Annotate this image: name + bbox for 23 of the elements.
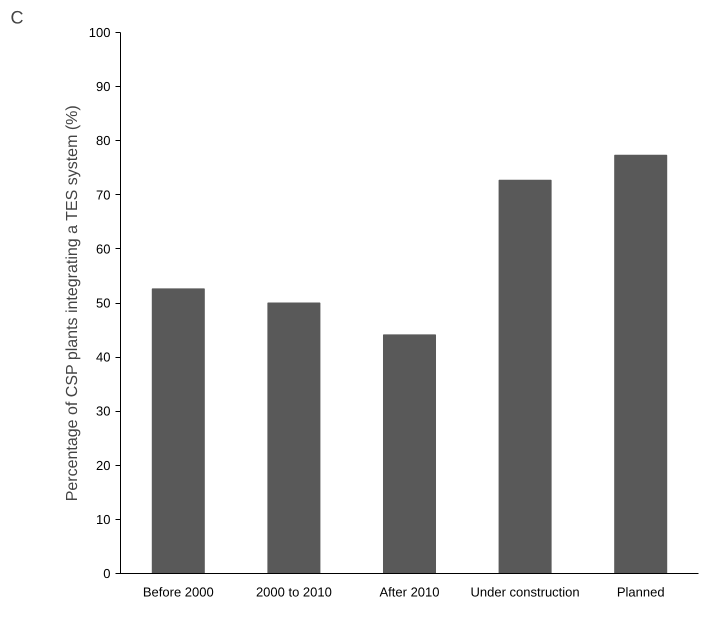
y-tick-label: 20 xyxy=(96,458,111,473)
bar xyxy=(267,302,320,574)
y-axis-title: Percentage of CSP plants integrating a TES system (%) xyxy=(64,105,81,502)
bar xyxy=(498,180,552,574)
y-tick-label: 0 xyxy=(103,566,111,581)
bar xyxy=(152,288,205,574)
x-tick-label: Under construction xyxy=(470,584,580,600)
y-tick-label: 50 xyxy=(96,296,111,310)
y-tick-label: 70 xyxy=(96,187,111,202)
y-tick-label: 60 xyxy=(96,241,111,256)
y-tick-label: 100 xyxy=(88,25,111,40)
text: C xyxy=(10,8,24,28)
x-tick-label: Planned xyxy=(616,584,665,600)
x-tick-label: Before 2000 xyxy=(142,584,214,600)
bar xyxy=(382,334,436,574)
x-tick-label: 2000 to 2010 xyxy=(256,584,332,600)
y-tick-label: 30 xyxy=(96,404,111,419)
y-tick-label: 80 xyxy=(96,133,111,148)
y-tick-label: 40 xyxy=(96,350,111,365)
y-tick-label: 10 xyxy=(96,512,111,527)
bar xyxy=(614,154,668,574)
x-tick-label: After 2010 xyxy=(380,584,440,600)
y-tick-label: 90 xyxy=(96,79,111,94)
